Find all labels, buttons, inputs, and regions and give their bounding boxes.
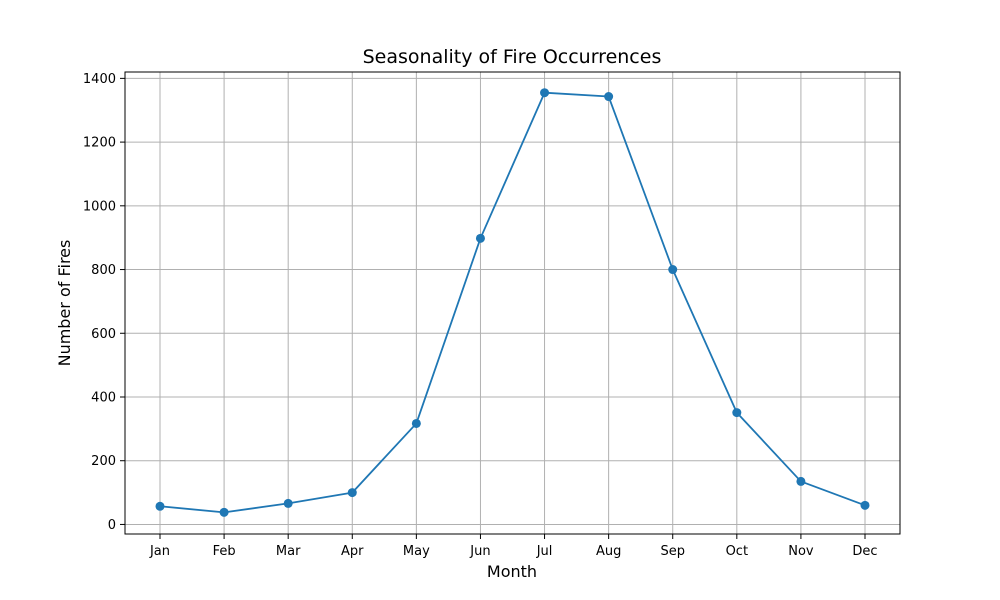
x-tick-label: Apr <box>341 544 364 559</box>
y-tick-label: 0 <box>108 518 116 533</box>
grid-lines <box>125 72 900 534</box>
data-point-jan <box>155 501 165 511</box>
data-series <box>155 88 870 517</box>
y-tick-label: 800 <box>91 263 116 278</box>
data-point-dec <box>860 500 870 510</box>
x-tick-label: Feb <box>213 544 236 559</box>
data-point-feb <box>219 507 229 517</box>
y-tick-label: 400 <box>91 390 116 405</box>
x-tick-label: Mar <box>276 544 301 559</box>
data-point-nov <box>796 476 806 486</box>
y-tick-label: 1400 <box>83 72 116 87</box>
data-point-mar <box>283 498 293 508</box>
y-tick-label: 1000 <box>83 199 116 214</box>
x-tick-label: Oct <box>726 544 748 559</box>
x-tick-label: Aug <box>596 544 621 559</box>
series-line <box>159 91 866 514</box>
x-tick-label: Jan <box>149 544 170 559</box>
data-point-jun <box>475 233 485 243</box>
x-tick-label: May <box>403 544 430 559</box>
x-tick-label: Jul <box>536 544 553 559</box>
x-tick-label: Dec <box>852 544 877 559</box>
y-tick-label: 200 <box>91 454 116 469</box>
y-axis: 0 200 400 600 800 1000 1200 1400 <box>83 72 125 533</box>
data-point-sep <box>668 265 678 275</box>
data-point-oct <box>732 408 742 418</box>
data-point-aug <box>604 92 614 102</box>
y-tick-label: 1200 <box>83 136 116 151</box>
data-point-may <box>411 418 421 428</box>
y-tick-label: 600 <box>91 327 116 342</box>
x-tick-label: Sep <box>660 544 685 559</box>
data-point-apr <box>347 488 357 498</box>
y-axis-title: Number of Fires <box>55 240 74 367</box>
x-tick-label: Nov <box>788 544 814 559</box>
data-point-jul <box>540 88 550 98</box>
plot-area-frame <box>124 71 901 535</box>
chart-title: Seasonality of Fire Occurrences <box>363 46 662 68</box>
x-tick-label: Jun <box>469 544 490 559</box>
x-axis: Jan Feb Mar Apr May Jun Jul Aug Sep Oct Nov Dec <box>149 534 878 559</box>
x-axis-title: Month <box>487 562 537 581</box>
